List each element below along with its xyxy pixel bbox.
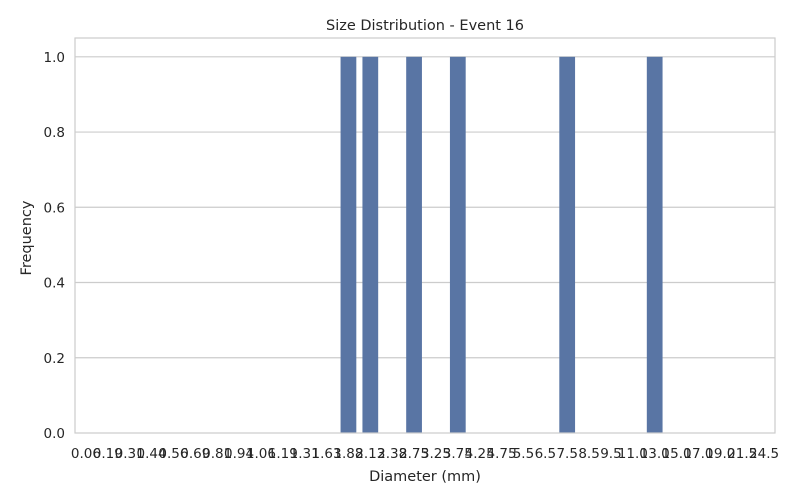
x-tick-label: 3.75 — [443, 446, 473, 462]
x-tick-label: 7.5 — [556, 446, 577, 462]
x-tick-label: 9.5 — [600, 446, 621, 462]
bars — [340, 56, 663, 434]
x-tick-label: 17.0 — [683, 446, 713, 462]
bar-2.13 — [362, 56, 379, 434]
y-axis-label: Frequency — [19, 200, 35, 275]
y-tick-label: 0.8 — [44, 125, 65, 141]
x-tick-label: 1.88 — [333, 446, 363, 462]
x-tick-label: 0.06 — [71, 446, 101, 462]
bar-7.5 — [559, 56, 576, 434]
x-tick-label: 1.19 — [268, 446, 298, 462]
x-tick-label: 1.06 — [246, 446, 276, 462]
bar-13.0 — [646, 56, 663, 434]
chart-title: Size Distribution - Event 16 — [326, 18, 524, 34]
y-tick-label: 0.4 — [44, 276, 65, 292]
x-tick-label: 0.31 — [115, 446, 145, 462]
x-tick-label: 5.5 — [513, 446, 534, 462]
x-tick-label: 24.5 — [749, 446, 779, 462]
x-tick-label: 2.75 — [399, 446, 429, 462]
x-tick-label: 1.63 — [312, 446, 342, 462]
x-tick-label: 13.0 — [640, 446, 670, 462]
x-tick-label: 0.19 — [93, 446, 123, 462]
plot-frame — [74, 37, 776, 434]
y-tick-label: 1.0 — [44, 50, 65, 66]
x-axis-ticks: 0.060.190.310.440.560.690.810.941.061.19… — [71, 446, 779, 462]
x-tick-label: 0.56 — [158, 446, 188, 462]
bar-1.88 — [340, 56, 357, 434]
x-tick-label: 4.25 — [465, 446, 495, 462]
x-tick-label: 15.0 — [662, 446, 692, 462]
x-tick-label: 6.5 — [535, 446, 556, 462]
x-tick-label: 0.44 — [137, 446, 167, 462]
x-tick-label: 11.0 — [618, 446, 648, 462]
x-tick-label: 4.75 — [487, 446, 517, 462]
x-tick-label: 19.0 — [705, 446, 735, 462]
grid-lines — [75, 56, 775, 359]
x-tick-label: 21.5 — [727, 446, 757, 462]
x-axis-label: Diameter (mm) — [369, 469, 481, 485]
y-axis-ticks: 0.0 0.2 0.4 0.6 0.8 1.0 — [44, 50, 65, 442]
bar-3.75 — [449, 56, 466, 434]
x-tick-label: 0.69 — [180, 446, 210, 462]
x-tick-label: 8.5 — [578, 446, 599, 462]
x-tick-label: 0.94 — [224, 446, 254, 462]
x-tick-label: 3.25 — [421, 446, 451, 462]
y-tick-label: 0.0 — [44, 426, 65, 442]
y-tick-label: 0.6 — [44, 200, 65, 216]
x-tick-label: 2.38 — [377, 446, 407, 462]
x-tick-label: 2.13 — [355, 446, 385, 462]
bar-2.75 — [406, 56, 422, 434]
y-tick-label: 0.2 — [44, 351, 65, 367]
x-tick-label: 0.81 — [202, 446, 232, 462]
x-tick-label: 1.31 — [290, 446, 320, 462]
